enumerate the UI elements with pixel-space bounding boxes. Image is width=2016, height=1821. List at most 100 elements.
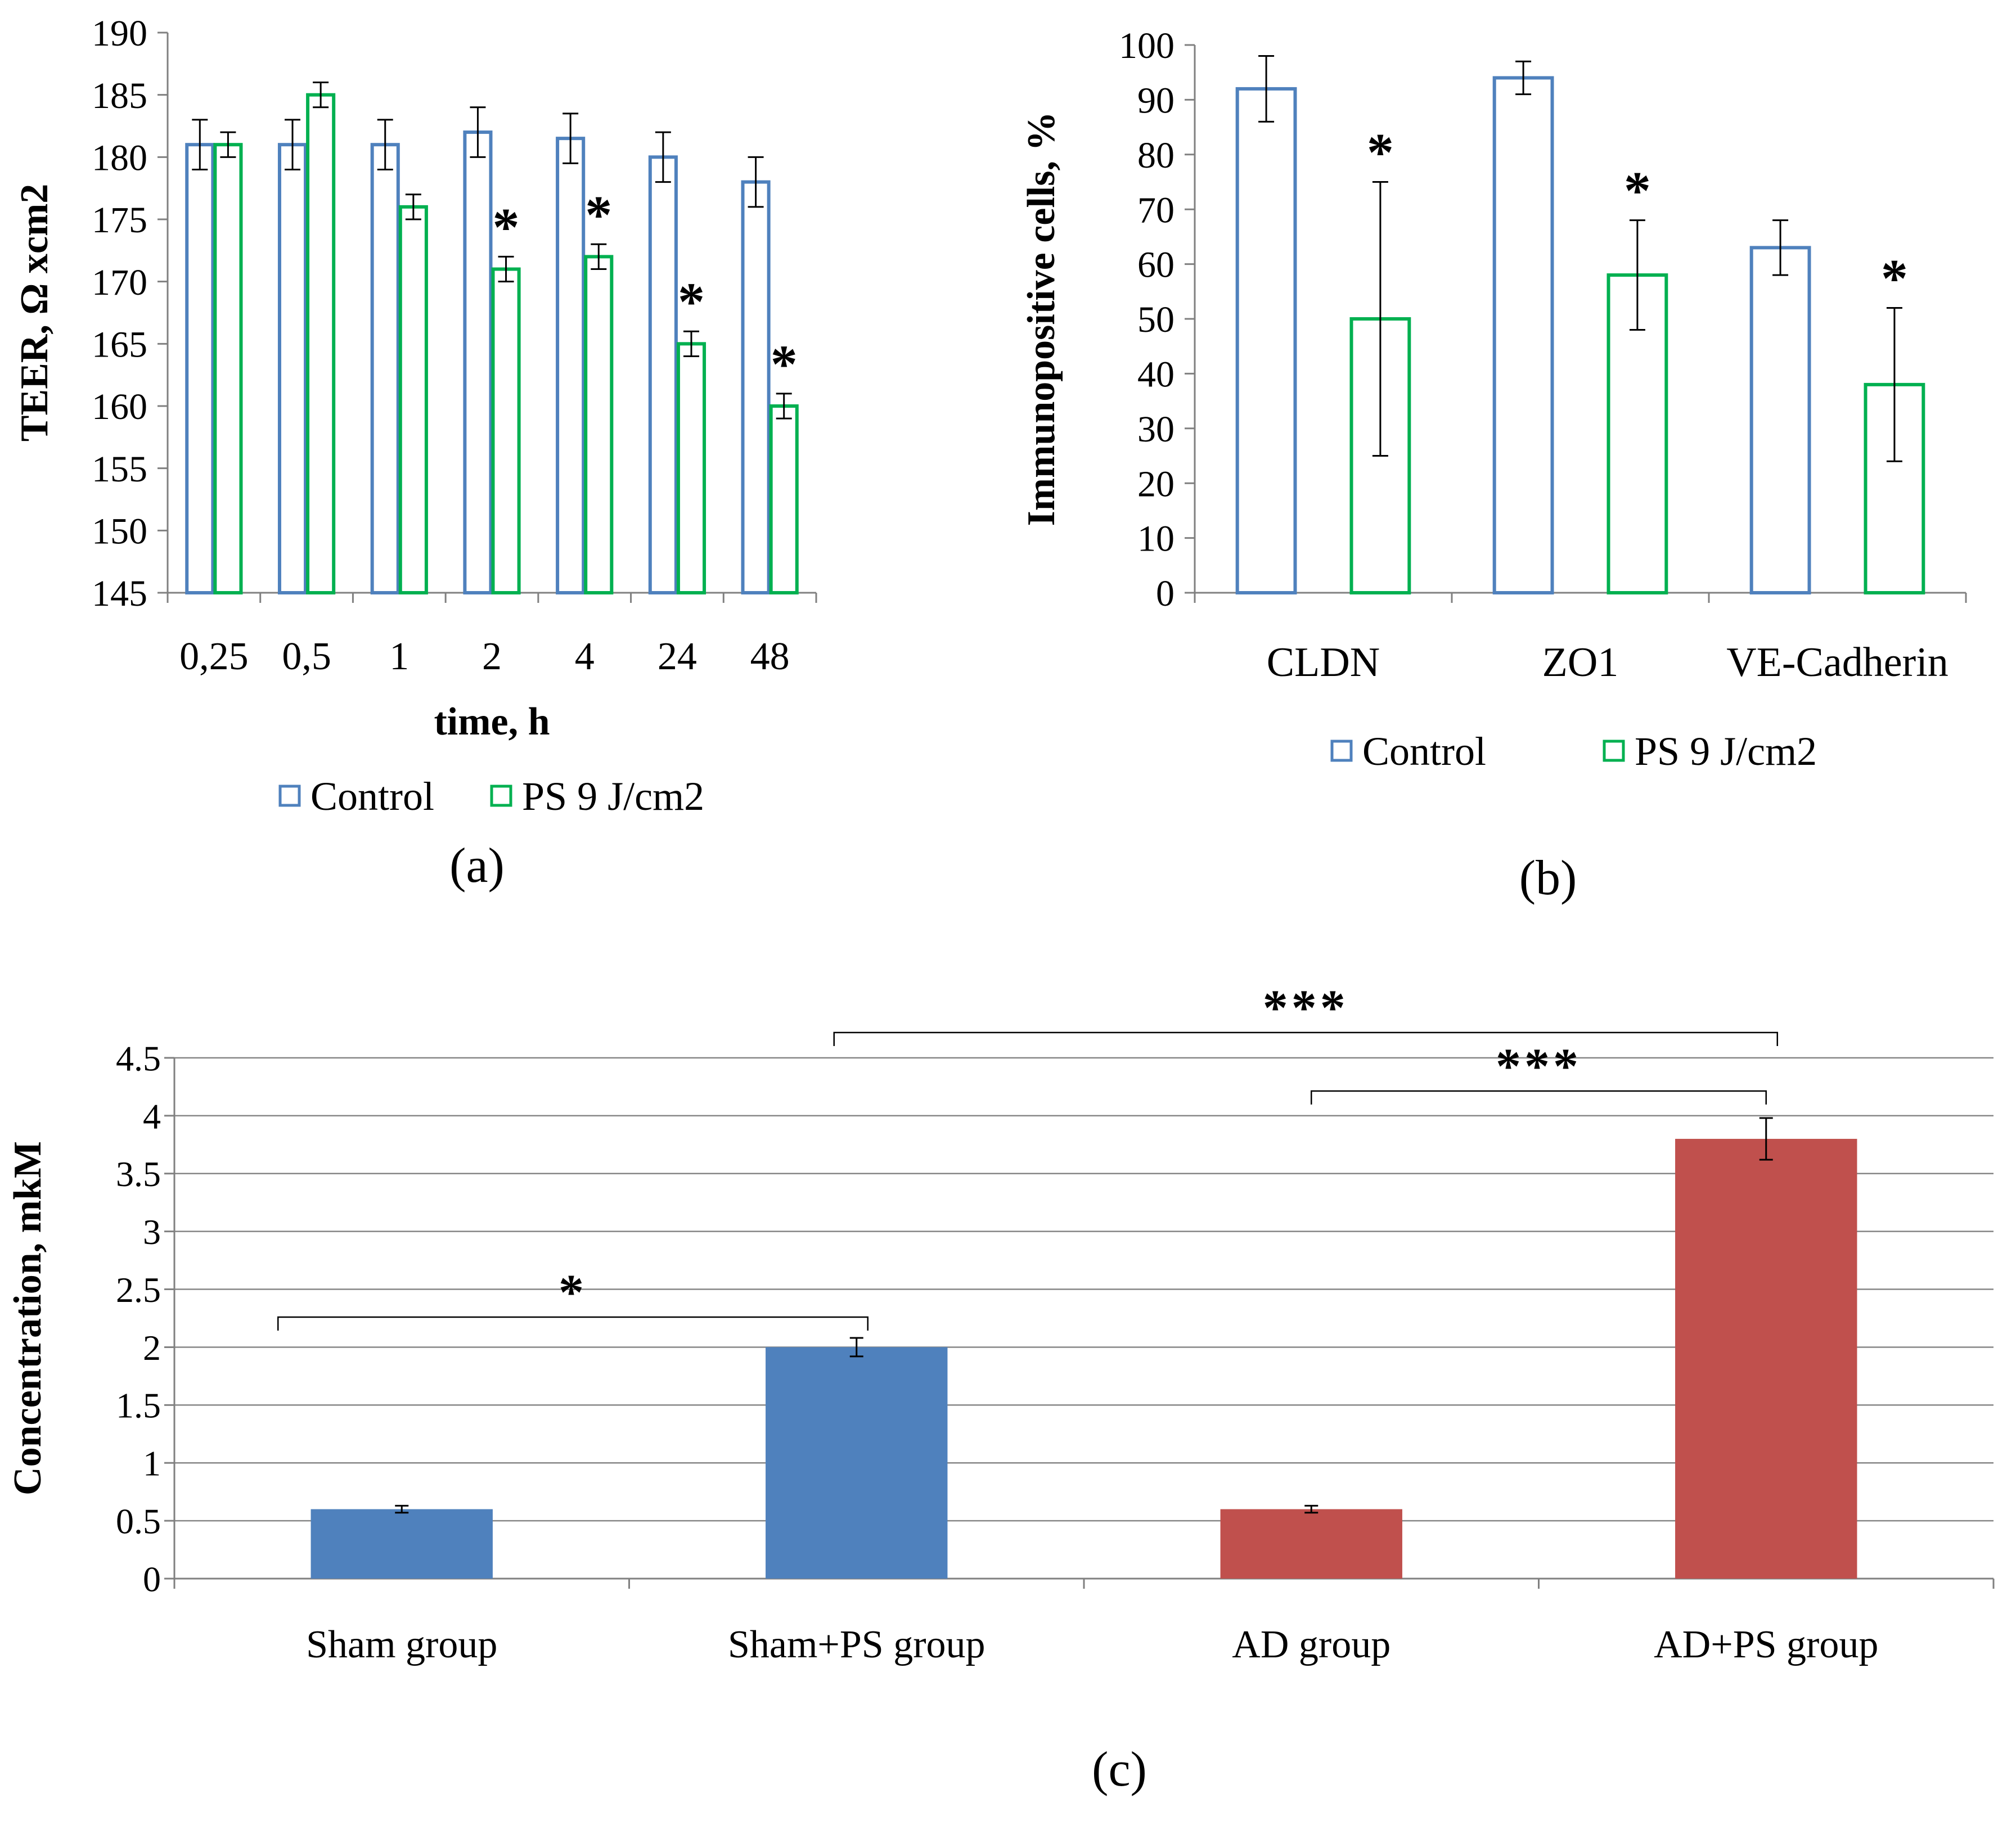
y-tick-label: 190 [92,13,147,54]
y-tick-label: 185 [92,75,147,116]
error-bar [220,131,236,158]
significance-bracket: *** [833,980,1778,1046]
x-category-label: 0,5 [282,635,331,678]
bar-ps-5 [676,342,706,594]
error-bar [849,1337,863,1358]
bar-control-0 [185,143,215,594]
legend-label-1: PS 9 J/cm2 [522,774,704,819]
significance-star: * [1624,161,1651,221]
bar-control-4 [556,137,586,594]
significance-star: * [771,334,798,394]
error-bar [591,243,607,271]
y-tick-label: 3 [143,1212,161,1252]
error-bar [1629,219,1645,331]
significance-star: * [585,184,612,245]
bar-ps-4 [584,255,614,594]
legend-label-1: PS 9 J/cm2 [1635,729,1817,774]
legend-swatch-0 [1330,740,1353,762]
panel-c-concentration-chart: 0 0.5 1 1.5 2 2.5 3 3.5 4 4.5 Sham group Sham+PS gr… [6,980,1995,1797]
bar-0 [310,1509,493,1579]
legend: Control PS 9 J/cm2 [278,774,704,819]
y-tick-label: 150 [92,511,147,552]
bar-ps-0 [213,143,243,594]
bar-control-2 [370,143,400,594]
y-tick-label: 20 [1137,463,1174,504]
bar-control-3 [463,130,493,595]
error-bar [1886,307,1902,462]
bar-3 [1675,1139,1857,1579]
bar-ps-3 [491,267,521,594]
panel-label: (b) [1519,851,1577,905]
bracket-stars: * [559,1265,587,1320]
error-bar [192,119,208,170]
y-tick-label: 4.5 [116,1038,161,1078]
y-axis-title: Immunopositive cells, % [1020,112,1063,526]
y-tick-label: 180 [92,137,147,178]
x-category-label: 2 [482,635,502,678]
legend-label-0: Control [1362,729,1486,774]
significance-star: * [678,272,705,332]
bracket-stars: *** [1496,1039,1582,1094]
significance-star: * [1367,123,1394,183]
y-tick-label: 0 [1156,573,1174,614]
y-axis-title: TEER, Ω xcm2 [13,184,56,442]
significance-star: * [1881,249,1908,309]
error-bar [748,156,764,208]
y-tick-label: 4 [143,1096,161,1136]
y-tick-label: 175 [92,200,147,241]
bar-control-0 [1235,87,1297,595]
error-bar [1258,55,1275,123]
error-bar [498,255,514,283]
bracket-line [1311,1090,1767,1105]
x-category-label: 48 [750,635,790,678]
legend-label-0: Control [310,774,434,819]
x-category-label: 0,25 [179,635,249,678]
error-bar [1304,1504,1318,1514]
y-tick-label: 70 [1137,190,1174,231]
error-bar [285,119,301,170]
legend-swatch-0 [278,785,301,807]
panel-b-immunopositive-chart: 0 10 20 30 40 50 60 70 80 90 100 CLDN ZO1 VE-Cadherin… [1020,25,1967,905]
x-category-label: AD+PS group [1654,1623,1878,1666]
bar-control-1 [277,143,308,594]
bar-control-2 [1749,246,1811,594]
y-tick-label: 10 [1137,519,1174,560]
panel-label: (c) [1092,1742,1147,1797]
y-tick-label: 0.5 [116,1502,161,1541]
y-tick-label: 30 [1137,409,1174,450]
y-tick-label: 170 [92,262,147,303]
x-category-label: 4 [575,635,595,678]
bar-control-6 [741,180,771,595]
bar-ps-2 [398,205,428,595]
x-category-label: CLDN [1267,639,1380,686]
y-tick-label: 80 [1137,135,1174,176]
y-tick-label: 60 [1137,245,1174,286]
error-bar [1515,60,1532,96]
error-bar [1759,1117,1773,1161]
y-axis-title: Concentration, mkM [6,1141,50,1495]
error-bar [655,131,671,183]
x-axis-title: time, h [434,700,550,743]
y-tick-label: 155 [92,449,147,490]
y-tick-label: 40 [1137,354,1174,395]
bar-2 [1220,1509,1402,1579]
error-bar [313,82,329,109]
legend-swatch-1 [490,785,512,807]
x-category-label: 1 [389,635,409,678]
y-tick-label: 3.5 [116,1154,161,1194]
y-tick-label: 50 [1137,299,1174,340]
bracket-line [833,1031,1778,1046]
error-bar [776,393,792,420]
y-tick-label: 160 [92,386,147,427]
y-tick-label: 1.5 [116,1386,161,1426]
y-tick-label: 145 [92,573,147,614]
y-tick-label: 165 [92,324,147,365]
significance-bracket: * [277,1265,868,1331]
x-category-label: 24 [658,635,697,678]
bar-1 [766,1347,948,1579]
error-bar [1372,181,1388,457]
y-tick-label: 90 [1137,80,1174,121]
